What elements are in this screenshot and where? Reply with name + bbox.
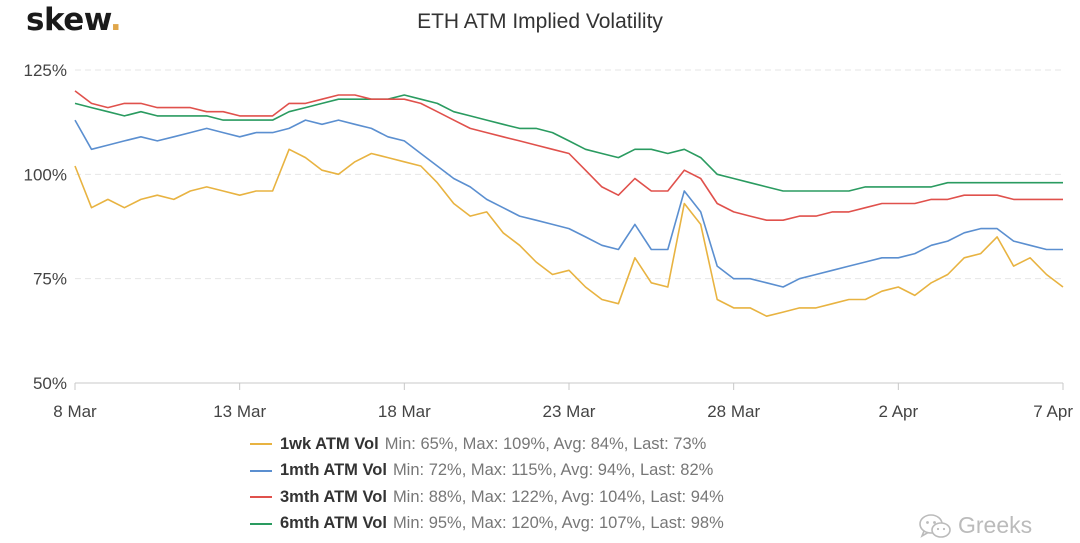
- legend-series-name: 1wk ATM Vol: [280, 434, 379, 453]
- legend-swatch: [250, 469, 272, 472]
- y-tick-label: 100%: [24, 165, 67, 184]
- series-line: [74, 94, 1063, 192]
- x-tick-label: 2 Apr: [878, 402, 918, 421]
- series-line: [74, 148, 1064, 318]
- watermark-text: Greeks: [958, 512, 1033, 538]
- y-axis: 50% 75% 100% 125%: [24, 61, 67, 393]
- series-lines: [74, 90, 1064, 318]
- x-tick-label: 23 Mar: [543, 402, 596, 421]
- x-tick-label: 7 Apr: [1033, 402, 1073, 421]
- legend-item[interactable]: 6mth ATM Vol Min: 95%, Max: 120%, Avg: 10…: [250, 511, 724, 538]
- x-tick-label: 28 Mar: [707, 402, 760, 421]
- chart-title: ETH ATM Implied Volatility: [417, 10, 663, 33]
- y-tick-label: 75%: [33, 270, 67, 289]
- legend-series-stats: Min: 88%, Max: 122%, Avg: 104%, Last: 94…: [392, 487, 724, 506]
- legend-item[interactable]: 1wk ATM Vol Min: 65%, Max: 109%, Avg: 84%…: [250, 431, 724, 458]
- legend-item[interactable]: 1mth ATM Vol Min: 72%, Max: 115%, Avg: 94…: [250, 458, 724, 485]
- legend-series-stats: Min: 95%, Max: 120%, Avg: 107%, Last: 98…: [392, 514, 724, 533]
- x-axis-tick-labels: 8 Mar 13 Mar 18 Mar 23 Mar 28 Mar 2 Apr 7 Apr: [53, 402, 1073, 421]
- skew-logo: skew.: [26, 2, 122, 38]
- legend-series-stats: Min: 65%, Max: 109%, Avg: 84%, Last: 73%: [384, 434, 707, 453]
- grid-lines: [75, 69, 1063, 280]
- wechat-icon: [919, 513, 951, 538]
- logo-dot: .: [109, 2, 122, 38]
- watermark: Greeks: [918, 512, 1032, 539]
- legend: 1wk ATM Vol Min: 65%, Max: 109%, Avg: 84%…: [250, 431, 724, 537]
- legend-swatch: [250, 443, 272, 446]
- legend-series-name: 1mth ATM Vol: [280, 461, 387, 480]
- x-tick-label: 13 Mar: [213, 402, 266, 421]
- legend-series-name: 6mth ATM Vol: [280, 514, 387, 533]
- x-axis: [74, 382, 1064, 390]
- legend-swatch: [250, 522, 272, 525]
- legend-series-name: 3mth ATM Vol: [280, 487, 387, 506]
- series-line: [74, 90, 1063, 221]
- series-line: [74, 119, 1063, 288]
- legend-swatch: [250, 496, 272, 499]
- y-tick-label: 125%: [24, 61, 67, 80]
- legend-series-stats: Min: 72%, Max: 115%, Avg: 94%, Last: 82%: [392, 461, 714, 480]
- y-tick-label: 50%: [33, 374, 67, 393]
- x-tick-label: 18 Mar: [378, 402, 431, 421]
- logo-text: skew: [26, 2, 110, 38]
- x-tick-label: 8 Mar: [53, 402, 97, 421]
- legend-item[interactable]: 3mth ATM Vol Min: 88%, Max: 122%, Avg: 10…: [250, 484, 724, 511]
